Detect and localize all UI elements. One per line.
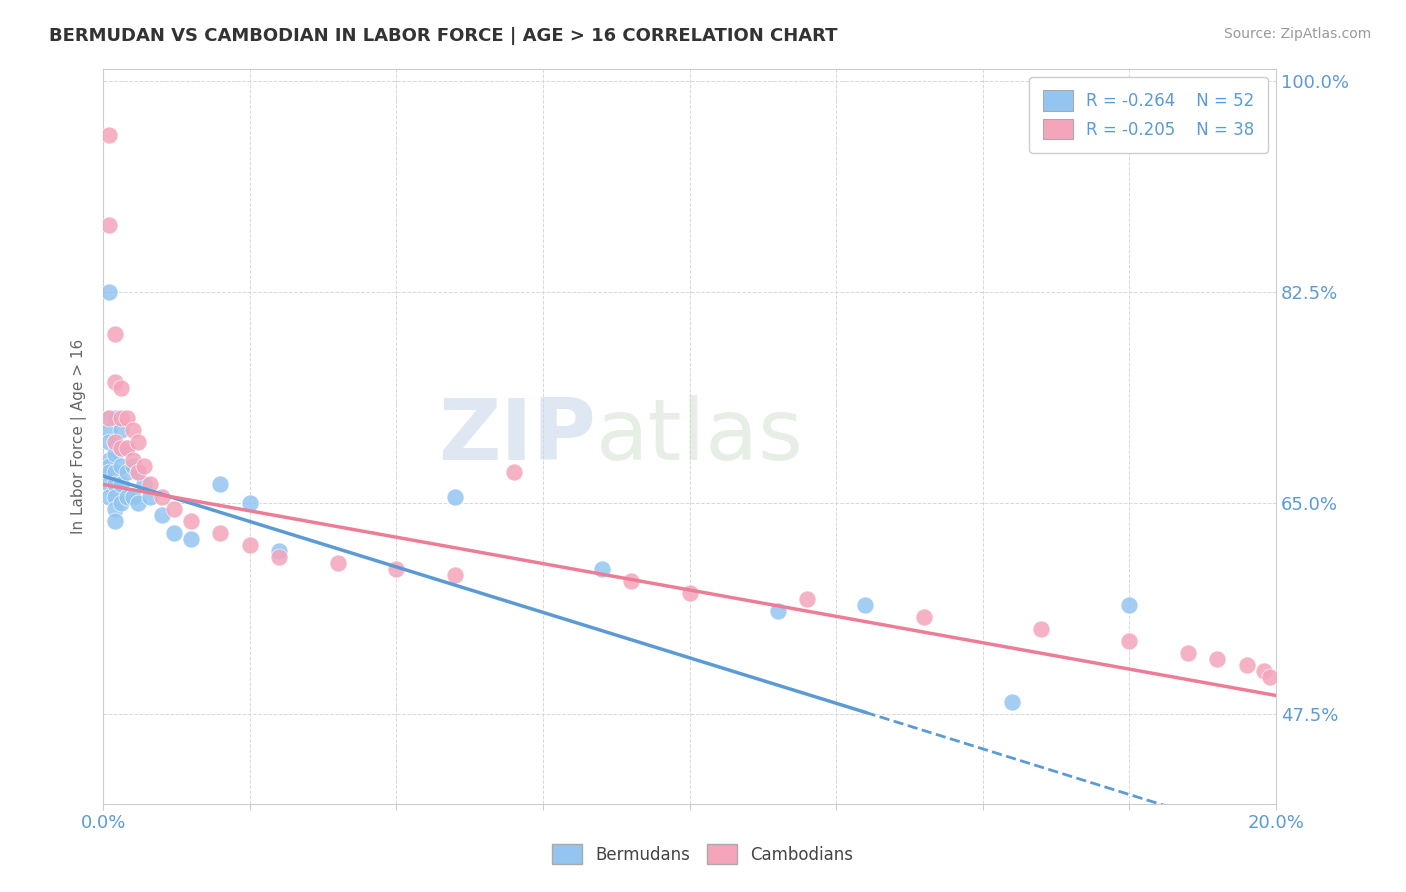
Point (209, 525, 232, 540)
Point (180, 514, 202, 528)
Text: BERMUDAN VS CAMBODIAN IN LABOR FORCE | AGE > 16 CORRELATION CHART: BERMUDAN VS CAMBODIAN IN LABOR FORCE | A… (49, 27, 838, 45)
Point (110, 423, 132, 437)
Point (444, 568, 467, 582)
Point (110, 381, 132, 395)
Point (209, 477, 232, 491)
Point (98, 128, 121, 142)
Point (444, 490, 467, 504)
Point (127, 495, 149, 509)
Point (1236, 658, 1258, 673)
Point (104, 501, 127, 516)
Point (98, 285, 121, 299)
Point (98, 459, 121, 474)
Point (121, 423, 143, 437)
Text: atlas: atlas (596, 395, 804, 478)
Point (110, 411, 132, 425)
Point (180, 532, 202, 546)
Point (104, 375, 127, 389)
Legend: R = -0.264    N = 52, R = -0.205    N = 38: R = -0.264 N = 52, R = -0.205 N = 38 (1029, 77, 1268, 153)
Point (326, 556, 349, 570)
Point (98, 411, 121, 425)
Point (796, 592, 818, 607)
Point (269, 549, 291, 564)
Point (104, 466, 127, 480)
Point (239, 538, 262, 552)
Point (127, 466, 149, 480)
Point (115, 442, 138, 456)
Point (1031, 622, 1053, 636)
Point (104, 411, 127, 425)
Point (912, 610, 935, 624)
Point (115, 411, 138, 425)
Text: Source: ZipAtlas.com: Source: ZipAtlas.com (1223, 27, 1371, 41)
Point (104, 447, 127, 461)
Point (98, 466, 121, 480)
Point (1177, 646, 1199, 660)
Point (1253, 665, 1275, 679)
Point (98, 477, 121, 491)
Legend: Bermudans, Cambodians: Bermudans, Cambodians (546, 838, 860, 871)
Point (385, 562, 408, 576)
Point (98, 490, 121, 504)
Point (104, 435, 127, 450)
Point (150, 508, 173, 522)
Point (121, 459, 143, 474)
Point (104, 435, 127, 450)
Point (98, 219, 121, 233)
Point (239, 495, 262, 509)
Point (98, 435, 121, 450)
Point (134, 459, 156, 474)
Point (162, 525, 184, 540)
Point (115, 490, 138, 504)
Text: ZIP: ZIP (439, 395, 596, 478)
Y-axis label: In Labor Force | Age > 16: In Labor Force | Age > 16 (72, 339, 87, 534)
Point (110, 495, 132, 509)
Point (110, 459, 132, 474)
Point (1001, 694, 1024, 708)
Point (104, 326, 127, 341)
Point (855, 598, 877, 612)
Point (127, 466, 149, 480)
Point (1258, 670, 1281, 684)
Point (139, 477, 162, 491)
Point (104, 514, 127, 528)
Point (134, 477, 156, 491)
Point (620, 574, 643, 588)
Point (1118, 634, 1140, 648)
Point (115, 466, 138, 480)
Point (502, 466, 524, 480)
Point (115, 442, 138, 456)
Point (162, 501, 184, 516)
Point (1118, 598, 1140, 612)
Point (121, 453, 143, 467)
Point (98, 411, 121, 425)
Point (678, 586, 700, 600)
Point (139, 490, 162, 504)
Point (104, 490, 127, 504)
Point (121, 490, 143, 504)
Point (98, 453, 121, 467)
Point (766, 604, 789, 618)
Point (269, 543, 291, 558)
Point (110, 442, 132, 456)
Point (1206, 652, 1229, 666)
Point (591, 562, 613, 576)
Point (127, 435, 149, 450)
Point (110, 442, 132, 456)
Point (150, 490, 173, 504)
Point (98, 423, 121, 437)
Point (104, 477, 127, 491)
Point (110, 477, 132, 491)
